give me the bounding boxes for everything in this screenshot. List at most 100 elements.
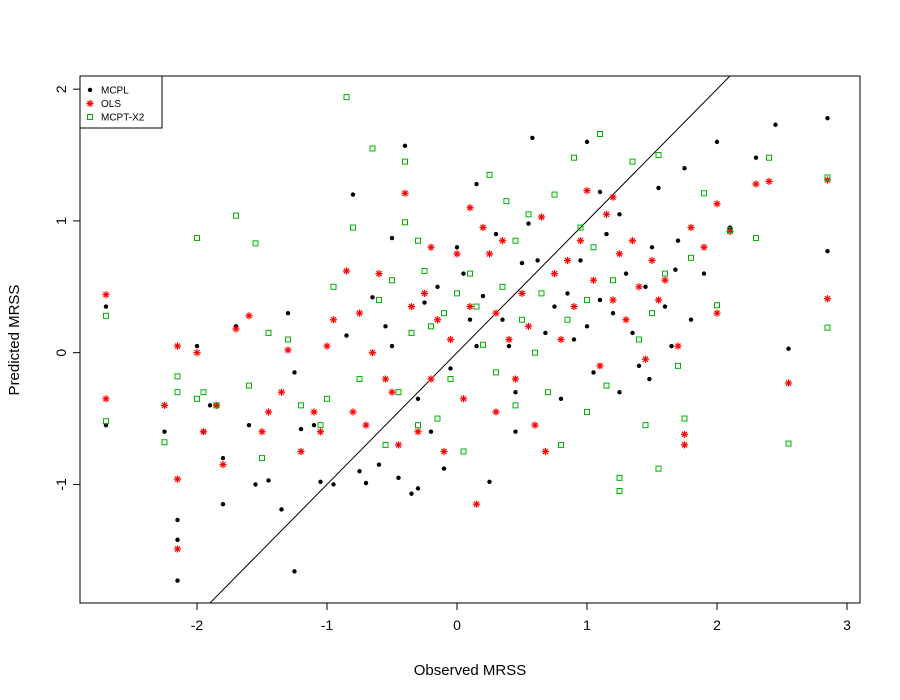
point-mcpl bbox=[454, 245, 460, 250]
point-mcpt-x2 bbox=[324, 395, 330, 402]
point-ols bbox=[492, 408, 500, 416]
point-mcpt-x2 bbox=[785, 440, 792, 447]
point-mcpt-x2 bbox=[571, 154, 577, 161]
point-mcpl bbox=[591, 370, 596, 375]
point-ols bbox=[173, 545, 182, 553]
point-mcpt-x2 bbox=[415, 237, 421, 244]
point-ols bbox=[615, 250, 624, 258]
x-tick-label: 2 bbox=[713, 617, 721, 633]
point-ols bbox=[661, 276, 669, 284]
point-mcpl bbox=[530, 135, 535, 141]
point-mcpt-x2 bbox=[655, 152, 662, 159]
point-mcpl bbox=[597, 297, 603, 303]
point-ols bbox=[264, 408, 273, 416]
legend-label: MCPL bbox=[101, 86, 129, 97]
point-mcpl bbox=[565, 291, 570, 296]
point-mcpt-x2 bbox=[675, 362, 681, 369]
point-ols bbox=[420, 289, 429, 297]
point-mcpl bbox=[701, 271, 707, 276]
point-ols bbox=[381, 375, 390, 383]
point-ols bbox=[622, 316, 630, 324]
legend-label: MCPT-X2 bbox=[101, 113, 145, 124]
point-mcpt-x2 bbox=[480, 341, 486, 348]
point-mcpl bbox=[409, 491, 414, 496]
point-ols bbox=[700, 243, 708, 251]
point-mcpt-x2 bbox=[265, 329, 272, 336]
point-mcpl bbox=[623, 271, 629, 276]
point-ols bbox=[765, 177, 773, 185]
point-mcpl bbox=[246, 422, 252, 428]
point-mcpl bbox=[175, 537, 180, 542]
point-mcpl bbox=[285, 310, 291, 316]
point-mcpt-x2 bbox=[727, 227, 733, 234]
x-tick-label: 1 bbox=[583, 617, 591, 633]
point-mcpl bbox=[656, 185, 661, 191]
point-mcpt-x2 bbox=[642, 422, 649, 429]
point-mcpt-x2 bbox=[434, 415, 441, 422]
point-mcpl bbox=[604, 231, 609, 237]
point-mcpt-x2 bbox=[402, 158, 408, 165]
point-mcpt-x2 bbox=[298, 402, 304, 409]
point-ols bbox=[511, 375, 520, 383]
point-mcpt-x2 bbox=[356, 376, 363, 383]
point-mcpl bbox=[370, 295, 375, 300]
point-ols bbox=[518, 289, 526, 297]
x-axis: -2 -1 0 1 2 3 bbox=[191, 603, 851, 633]
point-mcpl bbox=[207, 403, 213, 408]
point-mcpt-x2 bbox=[161, 439, 168, 446]
point-ols bbox=[193, 349, 201, 357]
point-mcpt-x2 bbox=[636, 336, 642, 343]
point-mcpl bbox=[415, 396, 421, 401]
point-mcpl bbox=[220, 455, 226, 461]
point-mcpl bbox=[543, 330, 548, 336]
point-ols bbox=[498, 237, 507, 245]
point-mcpt-x2 bbox=[610, 277, 616, 284]
point-mcpl bbox=[428, 429, 434, 434]
point-mcpl bbox=[786, 346, 791, 351]
point-mcpl bbox=[350, 192, 356, 197]
point-mcpt-x2 bbox=[766, 154, 772, 161]
point-mcpl bbox=[396, 475, 401, 481]
point-mcpl bbox=[162, 429, 167, 434]
point-mcpl bbox=[389, 235, 395, 241]
point-mcpt-x2 bbox=[681, 415, 688, 422]
point-mcpt-x2 bbox=[564, 316, 571, 323]
point-mcpt-x2 bbox=[701, 190, 707, 197]
point-mcpt-x2 bbox=[584, 408, 590, 415]
point-mcpt-x2 bbox=[194, 235, 200, 242]
point-ols bbox=[102, 291, 110, 299]
point-mcpl bbox=[558, 396, 564, 401]
point-mcpl bbox=[753, 155, 759, 160]
x-axis-title: Observed MRSS bbox=[414, 662, 527, 679]
point-mcpl bbox=[649, 245, 655, 250]
point-ols bbox=[219, 461, 227, 469]
point-mcpl bbox=[526, 221, 531, 226]
point-ols bbox=[479, 223, 487, 232]
point-mcpl bbox=[773, 122, 778, 127]
legend-marker-ols bbox=[86, 99, 94, 108]
point-mcpl bbox=[673, 267, 678, 272]
point-ols bbox=[570, 302, 578, 311]
point-ols bbox=[680, 441, 689, 449]
point-ols bbox=[576, 237, 585, 245]
point-ols bbox=[537, 213, 546, 221]
point-mcpl bbox=[597, 189, 603, 195]
point-mcpt-x2 bbox=[408, 329, 415, 336]
point-mcpt-x2 bbox=[402, 219, 408, 226]
point-ols bbox=[329, 316, 338, 324]
point-mcpt-x2 bbox=[174, 373, 181, 380]
point-mcpt-x2 bbox=[649, 310, 655, 317]
point-mcpl bbox=[513, 429, 518, 434]
point-ols bbox=[245, 312, 253, 320]
point-ols bbox=[323, 342, 331, 350]
point-ols bbox=[492, 309, 500, 317]
point-mcpt-x2 bbox=[447, 376, 454, 383]
point-ols bbox=[355, 309, 364, 317]
point-ols bbox=[368, 349, 377, 357]
point-mcpl bbox=[584, 139, 590, 145]
legend-marker-mcpl bbox=[87, 87, 93, 93]
point-mcpl bbox=[682, 166, 687, 171]
point-mcpl bbox=[220, 501, 226, 507]
legend-marker-mcpt-x2 bbox=[87, 114, 93, 120]
point-mcpt-x2 bbox=[655, 465, 662, 472]
